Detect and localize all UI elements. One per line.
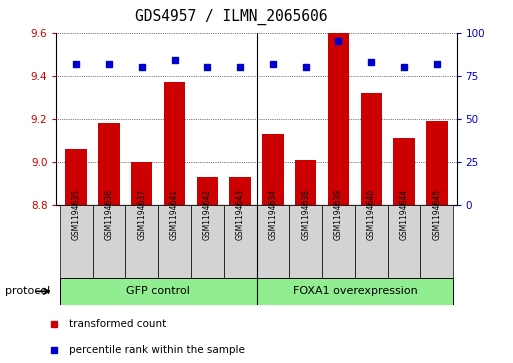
Text: GSM1194636: GSM1194636 xyxy=(105,189,113,240)
Bar xyxy=(60,205,92,278)
Text: GSM1194641: GSM1194641 xyxy=(170,189,179,240)
Text: GFP control: GFP control xyxy=(126,286,190,296)
Bar xyxy=(191,205,224,278)
Bar xyxy=(60,278,256,305)
Bar xyxy=(98,123,120,205)
Text: GSM1194639: GSM1194639 xyxy=(334,189,343,240)
Text: FOXA1 overexpression: FOXA1 overexpression xyxy=(292,286,417,296)
Bar xyxy=(295,160,317,205)
Bar xyxy=(262,134,284,205)
Text: GSM1194637: GSM1194637 xyxy=(137,189,146,240)
Text: GSM1194640: GSM1194640 xyxy=(367,189,376,240)
Text: GSM1194643: GSM1194643 xyxy=(235,189,245,240)
Bar xyxy=(256,205,289,278)
Text: percentile rank within the sample: percentile rank within the sample xyxy=(69,345,245,355)
Bar xyxy=(224,205,256,278)
Bar xyxy=(421,205,453,278)
Text: GSM1194634: GSM1194634 xyxy=(268,189,278,240)
Text: GSM1194645: GSM1194645 xyxy=(432,189,441,240)
Text: protocol: protocol xyxy=(5,286,50,296)
Bar xyxy=(426,121,447,205)
Bar xyxy=(256,278,453,305)
Bar xyxy=(361,93,382,205)
Text: GDS4957 / ILMN_2065606: GDS4957 / ILMN_2065606 xyxy=(134,9,327,25)
Bar xyxy=(158,205,191,278)
Bar xyxy=(393,138,415,205)
Bar xyxy=(66,149,87,205)
Bar xyxy=(196,177,218,205)
Bar xyxy=(322,205,355,278)
Text: GSM1194635: GSM1194635 xyxy=(72,189,81,240)
Bar xyxy=(328,33,349,205)
Bar xyxy=(355,205,388,278)
Text: GSM1194644: GSM1194644 xyxy=(400,189,408,240)
Bar xyxy=(164,82,185,205)
Bar xyxy=(92,205,125,278)
Text: GSM1194642: GSM1194642 xyxy=(203,189,212,240)
Text: transformed count: transformed count xyxy=(69,319,166,329)
Bar xyxy=(229,177,251,205)
Bar xyxy=(388,205,421,278)
Bar xyxy=(125,205,158,278)
Text: GSM1194638: GSM1194638 xyxy=(301,189,310,240)
Bar xyxy=(131,162,152,205)
Bar xyxy=(289,205,322,278)
